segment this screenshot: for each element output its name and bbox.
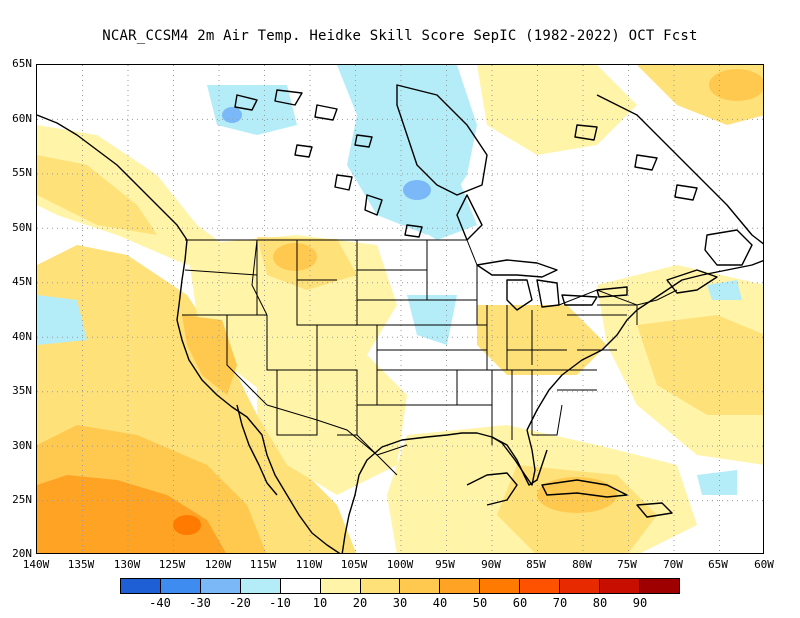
- colorbar-swatch: [400, 579, 440, 593]
- lon-label-85w: 85W: [516, 558, 556, 571]
- colorbar-swatch: [161, 579, 201, 593]
- colorbar-swatch: [480, 579, 520, 593]
- lon-label-60w: 60W: [744, 558, 784, 571]
- lon-label-95w: 95W: [425, 558, 465, 571]
- lat-label-60n: 60N: [0, 113, 32, 125]
- colorbar-label: -30: [180, 596, 220, 610]
- colorbar-swatch: [440, 579, 480, 593]
- lon-label-105w: 105W: [334, 558, 374, 571]
- lon-label-125w: 125W: [152, 558, 192, 571]
- lat-label-40n: 40N: [0, 331, 32, 343]
- lon-label-140w: 140W: [16, 558, 56, 571]
- lon-label-75w: 75W: [607, 558, 647, 571]
- lon-label-110w: 110W: [289, 558, 329, 571]
- colorbar-label: -40: [140, 596, 180, 610]
- colorbar-swatch: [560, 579, 600, 593]
- labrador-hotspot: [709, 69, 764, 101]
- map-area: [36, 64, 764, 554]
- colorbar-swatch: [321, 579, 361, 593]
- lat-label-50n: 50N: [0, 222, 32, 234]
- lat-label-55n: 55N: [0, 167, 32, 179]
- lon-label-70w: 70W: [653, 558, 693, 571]
- montana-hotspot: [273, 243, 317, 271]
- lat-label-25n: 25N: [0, 494, 32, 506]
- colorbar-swatch: [241, 579, 281, 593]
- colorbar-label: 60: [500, 596, 540, 610]
- colorbar-label: 80: [580, 596, 620, 610]
- colorbar-label: 70: [540, 596, 580, 610]
- colorbar-label: -20: [220, 596, 260, 610]
- lat-label-30n: 30N: [0, 440, 32, 452]
- skill-score-map: [37, 65, 764, 554]
- lat-label-65n: 65N: [0, 58, 32, 70]
- colorbar: [120, 578, 680, 594]
- lon-label-130w: 130W: [107, 558, 147, 571]
- colorbar-label: 30: [380, 596, 420, 610]
- lon-label-135w: 135W: [61, 558, 101, 571]
- colorbar-label: -10: [260, 596, 300, 610]
- lon-label-115w: 115W: [243, 558, 283, 571]
- colorbar-label: 50: [460, 596, 500, 610]
- colorbar-swatch: [600, 579, 640, 593]
- colorbar-swatch: [640, 579, 679, 593]
- colorbar-label: 90: [620, 596, 660, 610]
- colorbar-swatch: [520, 579, 560, 593]
- lon-label-90w: 90W: [471, 558, 511, 571]
- colorbar-swatch: [281, 579, 321, 593]
- lon-label-80w: 80W: [562, 558, 602, 571]
- map-title: NCAR_CCSM4 2m Air Temp. Heidke Skill Sco…: [0, 28, 800, 44]
- lon-label-120w: 120W: [198, 558, 238, 571]
- alaska-cool-core: [222, 107, 242, 123]
- hudson-cool-core: [403, 180, 431, 200]
- colorbar-swatch: [201, 579, 241, 593]
- colorbar-label: 20: [340, 596, 380, 610]
- colorbar-label: 10: [300, 596, 340, 610]
- colorbar-swatch: [121, 579, 161, 593]
- lat-label-35n: 35N: [0, 385, 32, 397]
- colorbar-label: 40: [420, 596, 460, 610]
- lat-label-45n: 45N: [0, 276, 32, 288]
- colorbar-swatch: [361, 579, 401, 593]
- lon-label-65w: 65W: [698, 558, 738, 571]
- pacific-hotspot: [173, 515, 201, 535]
- lon-label-100w: 100W: [380, 558, 420, 571]
